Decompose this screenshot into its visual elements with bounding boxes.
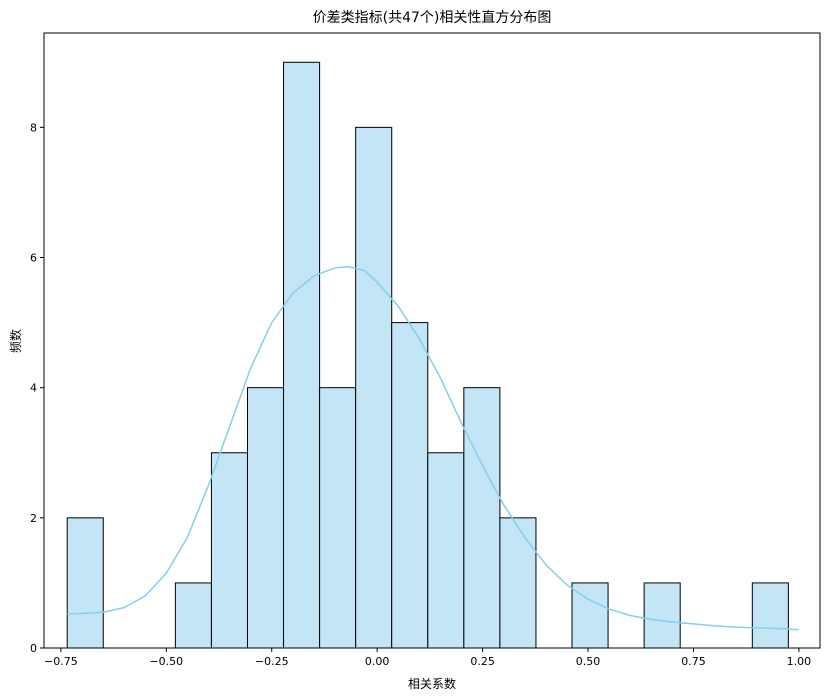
histogram-bar xyxy=(643,582,681,649)
histogram-bars xyxy=(66,61,789,649)
y-tick-label: 8 xyxy=(30,121,37,134)
y-axis-label: 频数 xyxy=(8,329,23,353)
kde-curve xyxy=(67,265,799,631)
x-axis-ticks: −0.75 −0.50 −0.25 0.00 0.25 0.50 0.75 1.00 xyxy=(44,648,811,668)
histogram-bar xyxy=(499,517,537,649)
histogram-bar xyxy=(283,61,321,649)
histogram-bar xyxy=(174,582,212,649)
y-tick-label: 6 xyxy=(30,252,37,265)
histogram-bar xyxy=(210,452,248,649)
x-tick-label: −0.25 xyxy=(255,655,289,668)
histogram-bar xyxy=(751,582,789,649)
plot-area-frame xyxy=(43,32,821,649)
histogram-bar xyxy=(66,517,104,649)
histogram-bar xyxy=(391,322,429,649)
histogram-bar xyxy=(427,452,465,649)
histogram-bar xyxy=(319,387,357,649)
x-tick-label: 0.75 xyxy=(681,655,706,668)
x-axis-label: 相关系数 xyxy=(408,676,456,691)
histogram-bar xyxy=(355,126,393,649)
y-tick-label: 4 xyxy=(30,382,37,395)
histogram-bar xyxy=(246,387,285,649)
x-tick-label: 0.25 xyxy=(470,655,495,668)
x-tick-label: 0.00 xyxy=(365,655,390,668)
x-tick-label: −0.50 xyxy=(149,655,183,668)
x-tick-label: 0.50 xyxy=(576,655,601,668)
y-tick-label: 2 xyxy=(30,512,37,525)
histogram-bar xyxy=(571,582,609,649)
y-tick-label: 0 xyxy=(30,642,37,655)
histogram-bar xyxy=(463,387,501,649)
x-tick-label: −0.75 xyxy=(44,655,78,668)
x-tick-label: 1.00 xyxy=(787,655,812,668)
chart-title: 价差类指标(共47个)相关性直方分布图 xyxy=(313,9,552,26)
y-axis-ticks: 0 2 4 6 8 xyxy=(30,121,44,655)
